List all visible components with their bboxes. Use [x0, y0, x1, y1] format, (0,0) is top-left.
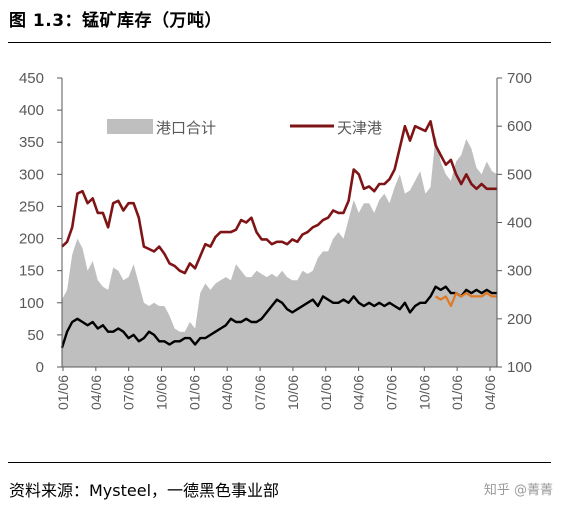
- right-tick-label: 600: [507, 118, 532, 135]
- watermark: 知乎 @菁菁: [483, 483, 553, 498]
- x-axis-ticks: 01/06 04/06 07/06 10/06 01/06 04/06 07/06 10/06…: [55, 367, 498, 410]
- right-tick-label: 300: [507, 263, 532, 280]
- left-tick-label: 450: [19, 70, 44, 87]
- x-tick-label: 04/06: [351, 375, 367, 410]
- footer-rule: [8, 462, 551, 463]
- legend-area-label: 港口合计: [156, 119, 216, 137]
- right-tick-label: 400: [507, 215, 532, 232]
- x-tick-label: 10/06: [416, 375, 432, 410]
- x-tick-label: 07/06: [383, 375, 399, 410]
- left-tick-label: 300: [19, 166, 44, 183]
- legend: 港口合计 天津港: [107, 119, 382, 137]
- right-tick-label: 100: [507, 359, 532, 376]
- chart-title: 图 1.3：锰矿库存（万吨）: [9, 11, 223, 31]
- left-tick-label: 0: [36, 359, 44, 376]
- x-tick-label: 01/06: [186, 375, 202, 410]
- x-tick-label: 07/06: [121, 375, 137, 410]
- x-tick-label: 07/06: [252, 375, 268, 410]
- x-tick-label: 01/06: [449, 375, 465, 410]
- right-tick-label: 200: [507, 311, 532, 328]
- legend-line-label: 天津港: [337, 119, 382, 137]
- x-tick-label: 04/06: [482, 375, 498, 410]
- right-tick-label: 500: [507, 166, 532, 183]
- right-tick-label: 700: [507, 70, 532, 87]
- plot-area: [60, 78, 498, 368]
- legend-area-swatch: [107, 119, 153, 134]
- header-rule: [8, 42, 551, 43]
- black-line: [60, 285, 497, 349]
- chart-canvas: 0 50 100 150 200 250 300 350 400 450 100 200 300 400…: [19, 70, 532, 410]
- x-tick-label: 04/06: [88, 375, 104, 410]
- right-axis-ticks: 100 200 300 400 500 600 700: [497, 70, 532, 376]
- left-tick-label: 150: [19, 263, 44, 280]
- x-tick-label: 10/06: [154, 375, 170, 410]
- x-tick-label: 01/06: [318, 375, 334, 410]
- orange-line: [435, 292, 497, 308]
- left-tick-label: 250: [19, 198, 44, 215]
- x-tick-label: 04/06: [219, 375, 235, 410]
- left-tick-label: 200: [19, 231, 44, 248]
- x-tick-label: 01/06: [55, 375, 71, 410]
- left-tick-label: 350: [19, 134, 44, 151]
- x-tick-label: 10/06: [285, 375, 301, 410]
- tianjin-line: [61, 120, 497, 275]
- source-note: 资料来源：Mysteel，一德黑色事业部: [9, 481, 280, 500]
- left-tick-label: 400: [19, 102, 44, 119]
- left-tick-label: 100: [19, 295, 44, 312]
- port-total-area: [62, 135, 497, 367]
- left-tick-label: 50: [27, 327, 44, 344]
- left-axis-ticks: 0 50 100 150 200 250 300 350 400 450: [19, 70, 62, 376]
